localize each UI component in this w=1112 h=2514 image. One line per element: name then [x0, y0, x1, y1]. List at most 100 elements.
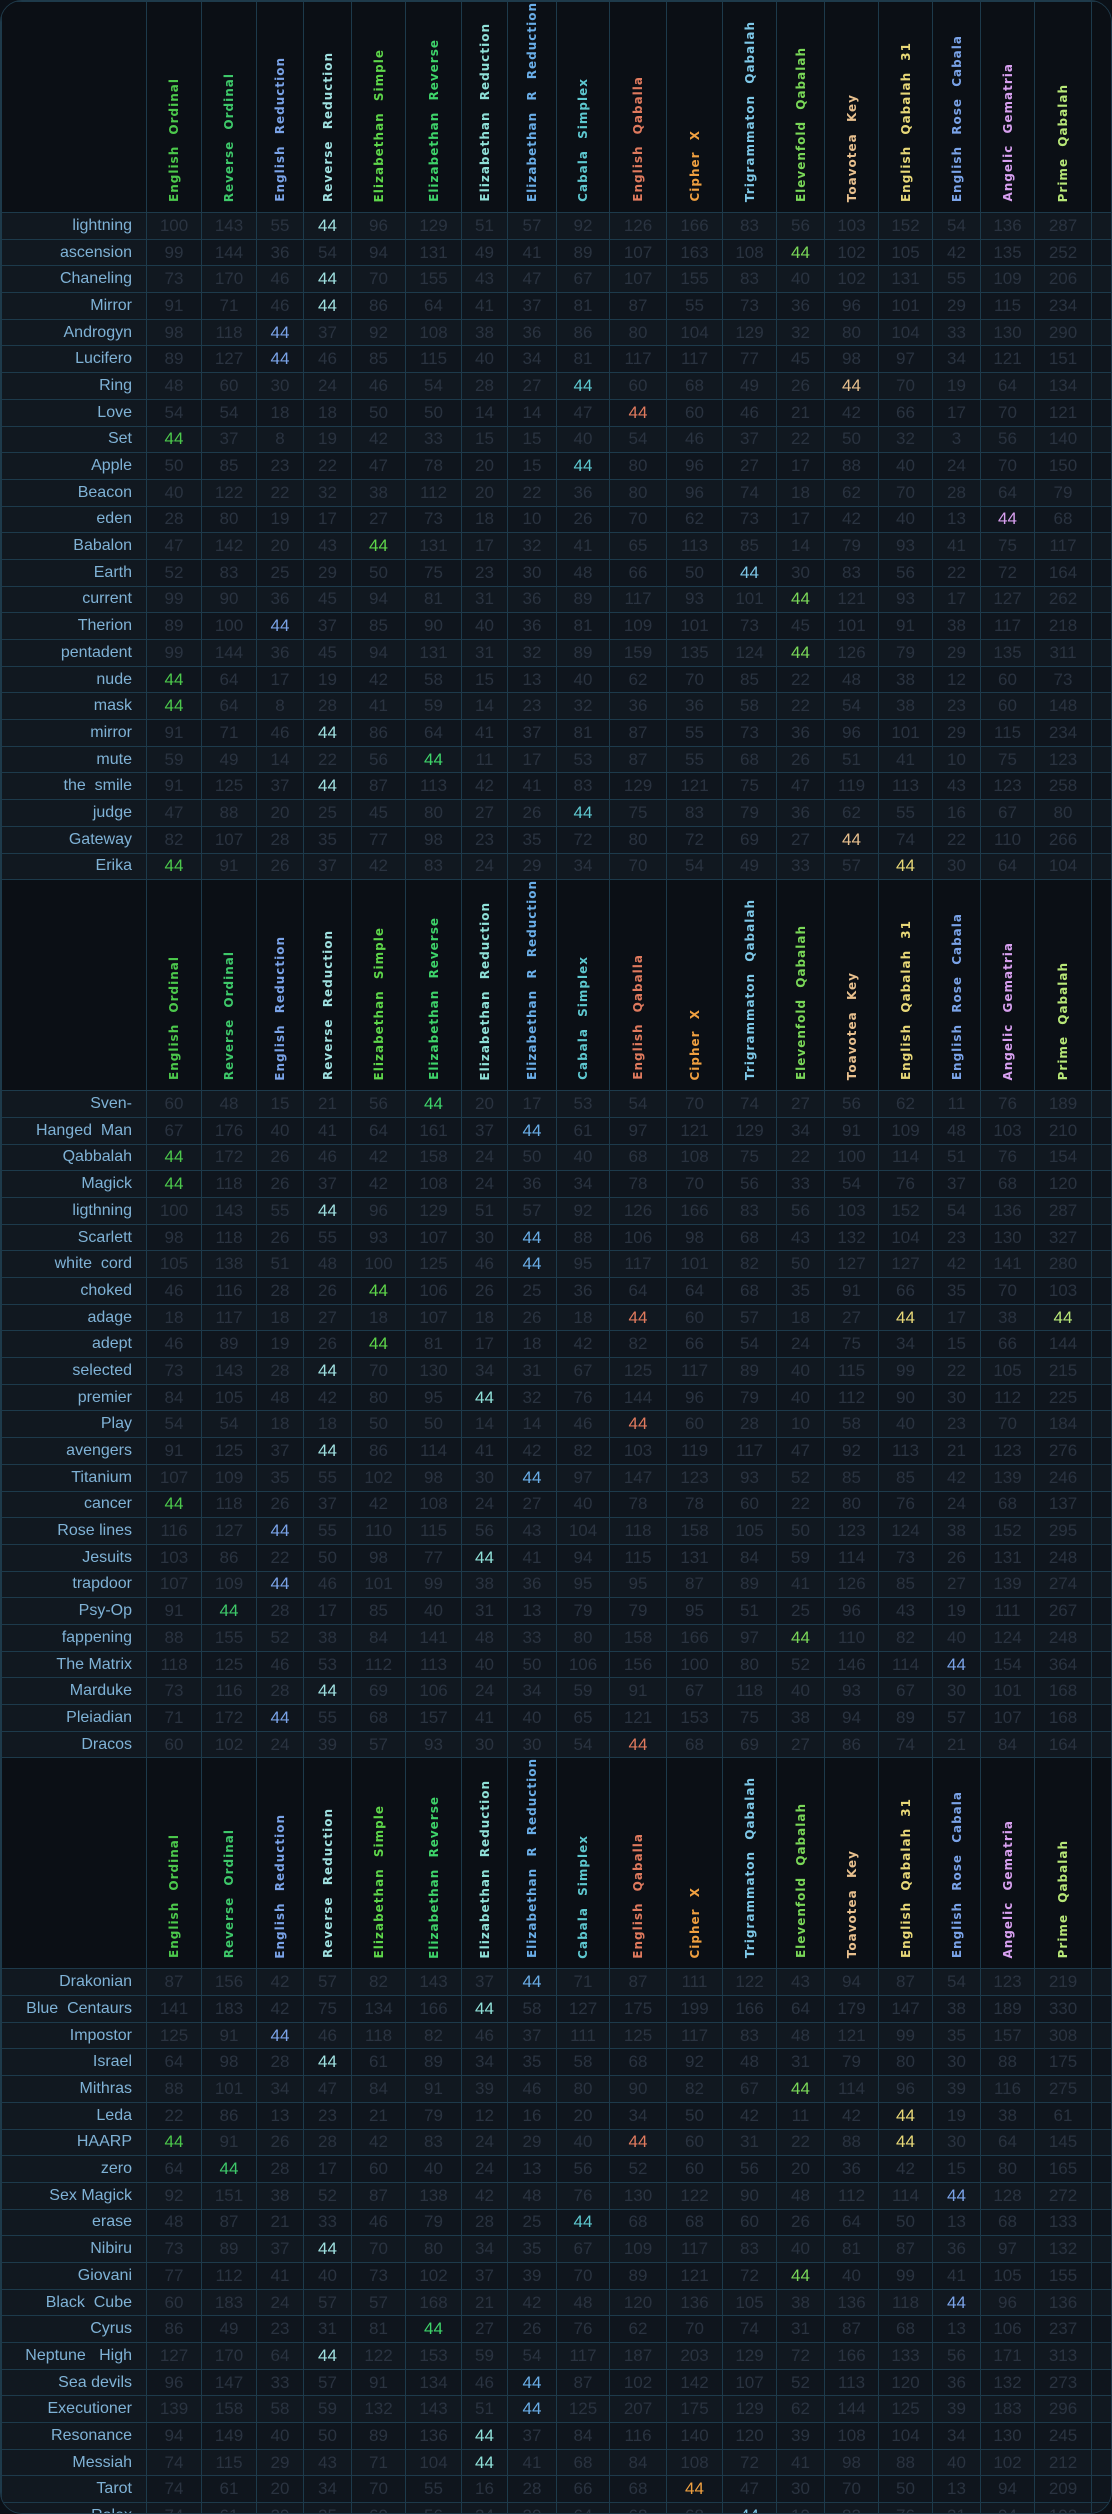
table-row[interactable]: Androgyn 98 118 44 37 92 108 38 36 86 80 104 129 32 80…	[1, 318, 1111, 347]
table-row[interactable]: adage 18 117 18 27 18 107 18 26 18 44 60 57 18 27 44 17 3…	[1, 1303, 1111, 1332]
table-row[interactable]: current 99 90 36 45 94 81 31 36 89 117 93 101 44 121 93…	[1, 585, 1111, 614]
column-header[interactable]: Angelic Gematria	[980, 1, 1035, 214]
row-phrase[interactable]: Love	[1, 398, 147, 427]
table-row[interactable]: Qabbalah 44 172 26 46 42 158 24 50 40 68 108 75 22 100…	[1, 1143, 1111, 1172]
row-phrase[interactable]: Cyrus	[1, 2315, 147, 2344]
row-phrase[interactable]: Neptune High	[1, 2342, 147, 2370]
row-phrase[interactable]: Psy-Op	[1, 1597, 147, 1625]
column-header[interactable]: Elizabethan Simple	[351, 1, 406, 214]
table-row[interactable]: pentadent 99 144 36 45 94 131 31 32 89 159 135 124 44…	[1, 639, 1111, 667]
table-row[interactable]: Therion 89 100 44 37 85 90 40 36 81 109 101 73 45 101 9…	[1, 612, 1111, 641]
column-header[interactable]: Prime Qabalah	[1034, 1, 1092, 214]
row-phrase[interactable]: Giovani	[1, 2261, 147, 2290]
row-phrase[interactable]: judge	[1, 799, 147, 827]
row-phrase[interactable]: Marduke	[1, 1677, 147, 1706]
column-header[interactable]: English Qabalah 31	[878, 879, 933, 1092]
row-phrase[interactable]: Hanged Man	[1, 1116, 147, 1145]
row-phrase[interactable]: Rolex	[1, 2502, 147, 2513]
table-row[interactable]: cancer 44 118 26 37 42 108 24 27 40 78 78 60 22 80 76 24…	[1, 1490, 1111, 1519]
row-phrase[interactable]: Beacon	[1, 478, 147, 507]
table-row[interactable]: choked 46 116 28 26 44 106 26 25 36 64 64 68 35 91 66 35…	[1, 1277, 1111, 1305]
column-header[interactable]: Reverse Ordinal	[201, 1757, 257, 1970]
table-row[interactable]: Titanium 107 109 35 55 102 98 30 44 97 147 123 93 52 8…	[1, 1463, 1111, 1492]
row-phrase[interactable]: selected	[1, 1357, 147, 1385]
column-header[interactable]: Cipher X	[666, 879, 723, 1092]
row-phrase[interactable]: Gateway	[1, 825, 147, 854]
table-row[interactable]: Giovani 77 112 41 40 73 102 37 39 70 89 121 72 44 40 99…	[1, 2261, 1111, 2290]
column-header[interactable]: English Ordinal	[146, 879, 202, 1092]
table-row[interactable]: mute 59 49 14 22 56 44 11 17 53 87 55 68 26 51 41 10 75 12…	[1, 745, 1111, 774]
row-phrase[interactable]: Earth	[1, 558, 147, 587]
row-phrase[interactable]: Nibiru	[1, 2235, 147, 2263]
table-row[interactable]: Magick 44 118 26 37 42 108 24 36 34 78 70 56 33 54 76 37…	[1, 1170, 1111, 1198]
column-header[interactable]: Elizabethan Reverse	[405, 879, 462, 1092]
table-row[interactable]: Babalon 47 142 20 43 44 131 17 32 41 65 113 85 14 79 93…	[1, 532, 1111, 560]
row-phrase[interactable]: Sea devils	[1, 2368, 147, 2397]
row-phrase[interactable]: choked	[1, 1277, 147, 1305]
row-phrase[interactable]: premier	[1, 1383, 147, 1412]
row-phrase[interactable]: fappening	[1, 1623, 147, 1652]
row-phrase[interactable]: mask	[1, 692, 147, 721]
table-row[interactable]: Sven- 60 48 15 21 56 44 20 17 53 54 70 74 27 56 62 11 76 1…	[1, 1090, 1111, 1118]
table-row[interactable]: Nibiru 73 89 37 44 70 80 34 35 67 109 117 83 40 81 87 36…	[1, 2235, 1111, 2263]
table-row[interactable]: Executioner 139 158 58 59 132 143 51 44 125 207 175…	[1, 2395, 1111, 2424]
column-header[interactable]: English Qaballa	[609, 879, 667, 1092]
column-header[interactable]: Reverse Ordinal	[201, 1, 257, 214]
column-header[interactable]: English Qabalah 31	[878, 1, 933, 214]
table-row[interactable]: Pleiadian 71 172 44 55 68 157 41 40 65 121 153 75 38 9…	[1, 1704, 1111, 1732]
column-header[interactable]: Reverse Reduction	[303, 1757, 352, 1970]
row-phrase[interactable]: Israel	[1, 2048, 147, 2077]
table-row[interactable]: judge 47 88 20 25 45 80 27 26 44 75 83 79 36 62 55 16 67 8…	[1, 799, 1111, 827]
table-row[interactable]: Love 54 54 18 18 50 50 14 14 47 44 60 46 21 42 66 17 70 12…	[1, 398, 1111, 427]
column-header[interactable]: Cabala Simplex	[556, 1, 610, 214]
column-header[interactable]: Elizabethan R Reduction	[507, 1757, 557, 1970]
row-phrase[interactable]: Rose lines	[1, 1517, 147, 1545]
row-phrase[interactable]: Dracos	[1, 1730, 147, 1759]
row-phrase[interactable]: Executioner	[1, 2395, 147, 2424]
column-header[interactable]: Elizabethan R Reduction	[507, 879, 557, 1092]
table-row[interactable]: HAARP 44 91 26 28 42 83 24 29 40 44 60 31 22 88 44 30 64 1…	[1, 2128, 1111, 2157]
table-row[interactable]: Drakonian 87 156 42 57 82 143 37 44 71 87 111 122 43 9…	[1, 1968, 1111, 1997]
table-row[interactable]: Psy-Op 91 44 28 17 85 40 31 13 79 79 95 51 25 96 43 19 11…	[1, 1597, 1111, 1625]
table-row[interactable]: Sea devils 96 147 33 57 91 134 46 44 87 102 142 107 5…	[1, 2368, 1111, 2397]
table-row[interactable]: nude 44 64 17 19 42 58 15 13 40 62 70 85 22 48 38 12 60 73	[1, 665, 1111, 694]
table-row[interactable]: Marduke 73 116 28 44 69 106 24 34 59 91 67 118 40 93 67…	[1, 1677, 1111, 1706]
column-header[interactable]: Toavotea Key	[824, 1757, 879, 1970]
table-row[interactable]: Lucifero 89 127 44 46 85 115 40 34 81 117 117 77 45 98…	[1, 345, 1111, 374]
row-phrase[interactable]: Mithras	[1, 2075, 147, 2103]
table-row[interactable]: ascension 99 144 36 54 94 131 49 41 89 107 163 108 44…	[1, 238, 1111, 267]
row-phrase[interactable]: Scarlett	[1, 1223, 147, 1252]
column-header[interactable]: English Ordinal	[146, 1, 202, 214]
row-phrase[interactable]: Blue Centaurs	[1, 1995, 147, 2023]
row-phrase[interactable]: trapdoor	[1, 1570, 147, 1599]
column-header[interactable]: English Qaballa	[609, 1, 667, 214]
column-header[interactable]: Elizabethan Reduction	[461, 879, 508, 1092]
row-phrase[interactable]: Resonance	[1, 2422, 147, 2450]
table-row[interactable]: white cord 105 138 51 48 100 125 46 44 95 117 101 82…	[1, 1250, 1111, 1279]
column-header[interactable]: Cabala Simplex	[556, 879, 610, 1092]
table-row[interactable]: mask 44 64 8 28 41 59 14 23 32 36 36 58 22 54 38 23 60 148	[1, 692, 1111, 721]
table-row[interactable]: zero 64 44 28 17 60 40 24 13 56 52 60 56 20 36 42 15 80 16…	[1, 2155, 1111, 2183]
table-row[interactable]: Hanged Man 67 176 40 41 64 161 37 44 61 97 121 129 34…	[1, 1116, 1111, 1145]
column-header[interactable]: English Reduction	[256, 879, 304, 1092]
table-row[interactable]: Dracos 60 102 24 39 57 93 30 30 54 44 68 69 27 86 74 21 8…	[1, 1730, 1111, 1759]
table-row[interactable]: Scarlett 98 118 26 55 93 107 30 44 88 106 98 68 43 132…	[1, 1223, 1111, 1252]
column-header[interactable]: English Rose Cabala	[932, 1757, 981, 1970]
table-row[interactable]: trapdoor 107 109 44 46 101 99 38 36 95 95 87 89 41 126…	[1, 1570, 1111, 1599]
row-phrase[interactable]: Play	[1, 1410, 147, 1439]
row-phrase[interactable]: pentadent	[1, 639, 147, 667]
row-phrase[interactable]: Erika	[1, 852, 147, 881]
column-header[interactable]: Elizabethan Reduction	[461, 1, 508, 214]
table-row[interactable]: Blue Centaurs 141 183 42 75 134 166 44 58 127 175 1…	[1, 1995, 1111, 2023]
row-phrase[interactable]: Jesuits	[1, 1543, 147, 1572]
table-row[interactable]: Play 54 54 18 18 50 50 14 14 46 44 60 28 10 58 40 23 70 18…	[1, 1410, 1111, 1439]
row-phrase[interactable]: Apple	[1, 452, 147, 480]
table-row[interactable]: The Matrix 118 125 46 53 112 113 40 50 106 156 100 8…	[1, 1650, 1111, 1679]
table-row[interactable]: Black Cube 60 183 24 57 57 168 21 42 48 120 136 105 3…	[1, 2288, 1111, 2317]
column-header[interactable]: English Qaballa	[609, 1757, 667, 1970]
table-row[interactable]: erase 48 87 21 33 46 79 28 25 44 68 68 60 26 64 50 13 68 1…	[1, 2208, 1111, 2237]
column-header[interactable]: Angelic Gematria	[980, 879, 1035, 1092]
table-row[interactable]: avengers 91 125 37 44 86 114 41 42 82 103 119 117 47 9…	[1, 1437, 1111, 1465]
table-row[interactable]: Neptune High 127 170 64 44 122 153 59 54 117 187 20…	[1, 2342, 1111, 2370]
table-row[interactable]: adept 46 89 19 26 44 81 17 18 42 82 66 54 24 75 34 15 66 1…	[1, 1330, 1111, 1359]
